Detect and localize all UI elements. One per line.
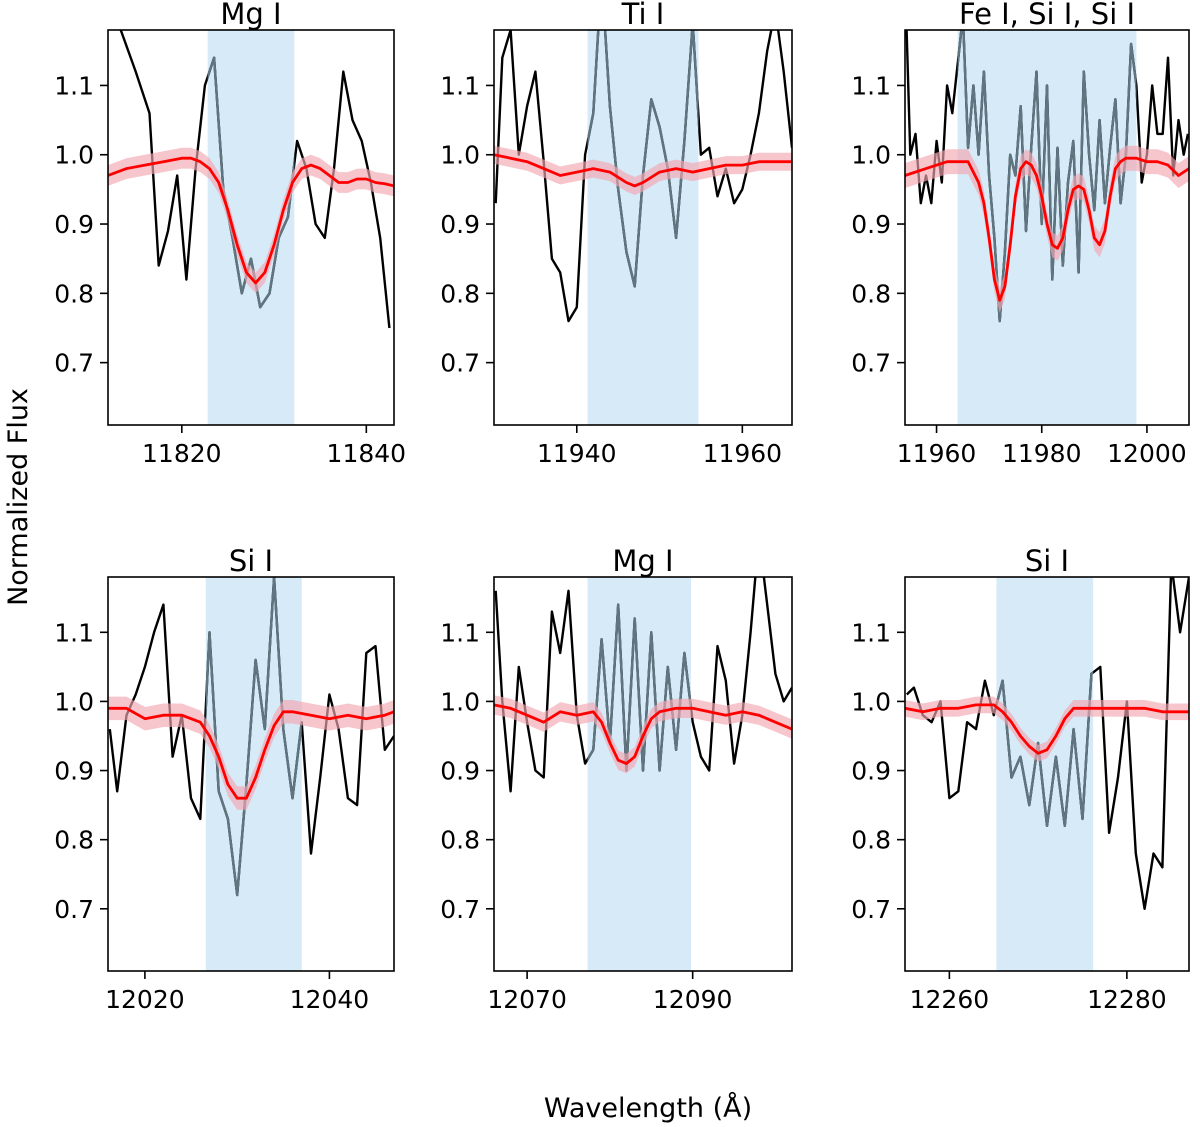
y-axis-label: Normalized Flux bbox=[3, 388, 34, 606]
y-tick-label: 0.9 bbox=[54, 210, 94, 239]
y-tick-label: 1.1 bbox=[851, 71, 891, 100]
panel-title: Mg I bbox=[612, 544, 673, 578]
panel-title: Mg I bbox=[220, 0, 281, 31]
plot-area bbox=[494, 30, 792, 425]
model-spectrum-line bbox=[108, 156, 394, 285]
x-tick-label: 12070 bbox=[487, 985, 567, 1014]
x-tick-label: 12020 bbox=[105, 985, 185, 1014]
model-uncertainty-band bbox=[494, 145, 792, 195]
plot-area bbox=[905, 577, 1189, 971]
y-tick-label: 0.8 bbox=[851, 826, 891, 855]
axes-frame bbox=[904, 29, 1190, 426]
observed-spectrum-window-segment bbox=[207, 56, 295, 309]
x-tick-label: 11940 bbox=[537, 439, 617, 468]
observed-spectrum-window-segment bbox=[205, 577, 302, 897]
y-tick-label: 0.8 bbox=[54, 826, 94, 855]
model-spectrum-line bbox=[905, 156, 1189, 302]
line-window-shade bbox=[587, 30, 699, 425]
y-tick-label: 1.0 bbox=[54, 687, 94, 716]
panel-title: Si I bbox=[229, 544, 273, 578]
model-uncertainty-band bbox=[108, 147, 394, 294]
x-tick-label: 11960 bbox=[703, 439, 783, 468]
y-tick-label: 0.7 bbox=[54, 349, 94, 378]
panel-title: Ti I bbox=[621, 0, 665, 31]
y-tick-label: 0.7 bbox=[440, 895, 480, 924]
x-tick-label: 12280 bbox=[1087, 985, 1167, 1014]
y-tick-label: 0.7 bbox=[851, 349, 891, 378]
panel-3: 0.7 0.8 0.9 1.0 1.1 11960 11980 12000 Fe I, Si I… bbox=[851, 0, 1190, 468]
y-tick-label: 1.1 bbox=[851, 618, 891, 647]
model-spectrum-line bbox=[494, 703, 792, 765]
y-tick-label: 0.9 bbox=[54, 757, 94, 786]
x-tick-label: 12260 bbox=[910, 985, 990, 1014]
panel-2: 0.7 0.8 0.9 1.0 1.1 11940 11960 Ti I bbox=[440, 0, 793, 468]
plot-area bbox=[494, 577, 792, 971]
y-tick-label: 0.9 bbox=[440, 210, 480, 239]
model-uncertainty-band bbox=[108, 696, 394, 810]
y-tick-label: 0.9 bbox=[440, 757, 480, 786]
panel-4: 0.7 0.8 0.9 1.0 1.1 12020 12040 Si I bbox=[54, 544, 395, 1014]
observed-spectrum-window-segment bbox=[587, 603, 692, 772]
y-tick-label: 1.0 bbox=[851, 141, 891, 170]
plot-area bbox=[108, 577, 394, 971]
model-uncertainty-band bbox=[905, 696, 1189, 762]
y-tick-label: 1.1 bbox=[440, 71, 480, 100]
panel-title: Si I bbox=[1025, 544, 1069, 578]
axes-frame bbox=[904, 576, 1190, 972]
y-tick-label: 0.8 bbox=[54, 279, 94, 308]
plot-area bbox=[905, 30, 1189, 425]
y-tick-label: 1.1 bbox=[440, 618, 480, 647]
y-tick-label: 1.1 bbox=[54, 71, 94, 100]
panel-title: Fe I, Si I, Si I bbox=[959, 0, 1135, 31]
observed-spectrum-window-segment bbox=[996, 670, 1094, 827]
model-spectrum-line bbox=[905, 703, 1189, 755]
panels: 0.7 0.8 0.9 1.0 1.1 11820 11840 Mg I 0.7 0.8 0.9 1.… bbox=[54, 0, 1190, 1014]
axes-frame bbox=[493, 29, 793, 426]
y-tick-label: 1.1 bbox=[54, 618, 94, 647]
y-tick-label: 0.8 bbox=[440, 279, 480, 308]
observed-spectrum-window-segment bbox=[957, 30, 1137, 323]
x-tick-label: 12000 bbox=[1107, 439, 1187, 468]
x-axis-label: Wavelength (Å) bbox=[544, 1092, 752, 1124]
x-tick-label: 11980 bbox=[1002, 439, 1082, 468]
panel-6: 0.7 0.8 0.9 1.0 1.1 12260 12280 Si I bbox=[851, 544, 1190, 1014]
panel-5: 0.7 0.8 0.9 1.0 1.1 12070 12090 Mg I bbox=[440, 544, 793, 1014]
y-tick-label: 1.0 bbox=[851, 687, 891, 716]
axes-frame bbox=[107, 29, 395, 426]
plot-area bbox=[108, 30, 394, 425]
model-spectrum-line bbox=[494, 153, 792, 188]
axes-frame bbox=[493, 576, 793, 972]
y-tick-label: 0.9 bbox=[851, 757, 891, 786]
x-tick-label: 11820 bbox=[142, 439, 222, 468]
y-tick-label: 0.9 bbox=[851, 210, 891, 239]
model-spectrum-line bbox=[108, 706, 394, 800]
y-tick-label: 0.8 bbox=[851, 279, 891, 308]
x-tick-label: 12090 bbox=[653, 985, 733, 1014]
x-tick-label: 12040 bbox=[290, 985, 370, 1014]
y-tick-label: 1.0 bbox=[54, 141, 94, 170]
axes-frame bbox=[107, 576, 395, 972]
y-tick-label: 1.0 bbox=[440, 141, 480, 170]
y-tick-label: 0.8 bbox=[440, 826, 480, 855]
y-tick-label: 1.0 bbox=[440, 687, 480, 716]
y-tick-label: 0.7 bbox=[851, 895, 891, 924]
x-tick-label: 11840 bbox=[327, 439, 407, 468]
panel-1: 0.7 0.8 0.9 1.0 1.1 11820 11840 Mg I bbox=[54, 0, 406, 468]
line-window-shade bbox=[587, 577, 692, 971]
y-tick-label: 0.7 bbox=[440, 349, 480, 378]
y-tick-label: 0.7 bbox=[54, 895, 94, 924]
x-tick-label: 11960 bbox=[897, 439, 977, 468]
